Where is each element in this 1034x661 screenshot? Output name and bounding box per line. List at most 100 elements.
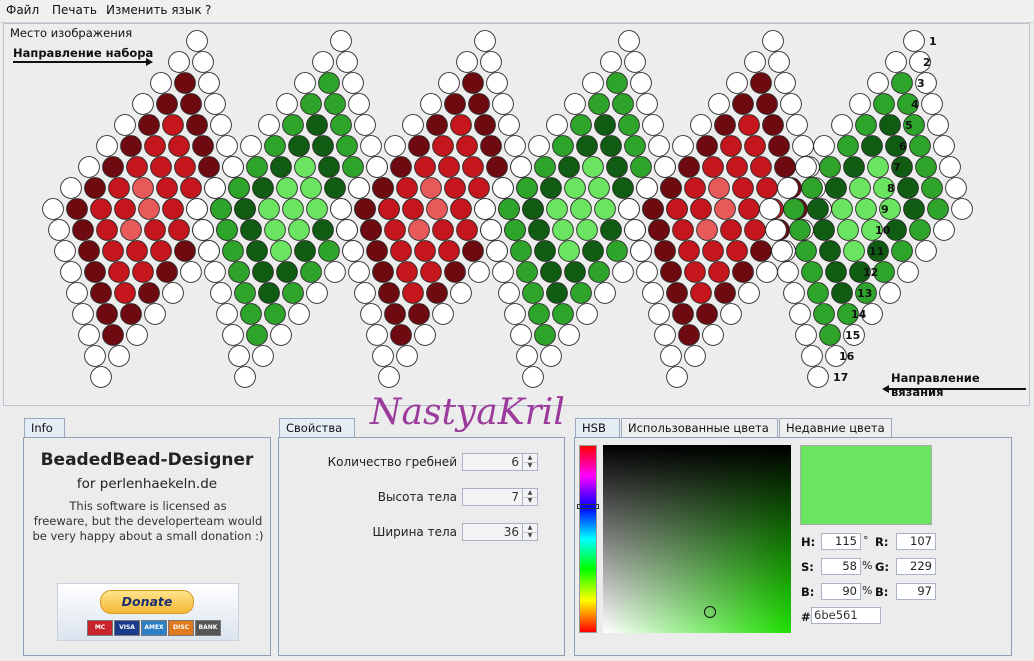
- bead[interactable]: [378, 198, 400, 220]
- bead[interactable]: [486, 72, 508, 94]
- bead[interactable]: [909, 51, 931, 73]
- bead[interactable]: [588, 261, 610, 283]
- bead[interactable]: [546, 198, 568, 220]
- bead[interactable]: [156, 93, 178, 115]
- bead[interactable]: [396, 177, 418, 199]
- saturation-brightness-picker[interactable]: [603, 445, 791, 633]
- bead[interactable]: [873, 177, 895, 199]
- bead[interactable]: [885, 219, 907, 241]
- bead[interactable]: [336, 219, 358, 241]
- bead[interactable]: [264, 303, 286, 325]
- bead[interactable]: [726, 72, 748, 94]
- bead[interactable]: [72, 303, 94, 325]
- bead[interactable]: [456, 51, 478, 73]
- bead[interactable]: [444, 93, 466, 115]
- bead[interactable]: [756, 177, 778, 199]
- bead[interactable]: [570, 198, 592, 220]
- bead[interactable]: [915, 156, 937, 178]
- bead[interactable]: [132, 177, 154, 199]
- bead[interactable]: [777, 177, 799, 199]
- bead[interactable]: [102, 156, 124, 178]
- bead[interactable]: [420, 177, 442, 199]
- bead[interactable]: [594, 198, 616, 220]
- bead[interactable]: [540, 345, 562, 367]
- bead[interactable]: [516, 177, 538, 199]
- bead[interactable]: [402, 198, 424, 220]
- bead[interactable]: [282, 198, 304, 220]
- bead[interactable]: [312, 135, 334, 157]
- bead[interactable]: [150, 72, 172, 94]
- donate-banner[interactable]: Donate MC VISA AMEX DISC BANK: [57, 583, 239, 641]
- bead[interactable]: [873, 93, 895, 115]
- bead[interactable]: [612, 93, 634, 115]
- bead[interactable]: [534, 324, 556, 346]
- bead[interactable]: [228, 345, 250, 367]
- bead[interactable]: [204, 177, 226, 199]
- hue-slider[interactable]: [579, 445, 597, 633]
- bead[interactable]: [678, 156, 700, 178]
- bead[interactable]: [576, 219, 598, 241]
- bead[interactable]: [138, 198, 160, 220]
- bead[interactable]: [438, 156, 460, 178]
- bead[interactable]: [510, 156, 532, 178]
- bead[interactable]: [831, 114, 853, 136]
- brightness-field[interactable]: 90: [821, 583, 861, 600]
- bead[interactable]: [402, 282, 424, 304]
- bead[interactable]: [132, 93, 154, 115]
- bead[interactable]: [348, 261, 370, 283]
- bead[interactable]: [843, 240, 865, 262]
- bead[interactable]: [720, 303, 742, 325]
- bead[interactable]: [192, 219, 214, 241]
- bead[interactable]: [378, 282, 400, 304]
- bead[interactable]: [414, 156, 436, 178]
- bead[interactable]: [510, 324, 532, 346]
- bead[interactable]: [684, 261, 706, 283]
- bead[interactable]: [444, 261, 466, 283]
- hex-field[interactable]: 6be561: [811, 607, 881, 624]
- bead[interactable]: [732, 177, 754, 199]
- bead[interactable]: [462, 156, 484, 178]
- bead[interactable]: [228, 177, 250, 199]
- bead[interactable]: [780, 93, 802, 115]
- bead[interactable]: [324, 177, 346, 199]
- bead[interactable]: [861, 303, 883, 325]
- bead[interactable]: [684, 345, 706, 367]
- bead[interactable]: [144, 219, 166, 241]
- bead[interactable]: [444, 177, 466, 199]
- bead[interactable]: [180, 93, 202, 115]
- bead[interactable]: [855, 198, 877, 220]
- bead[interactable]: [654, 240, 676, 262]
- bead[interactable]: [825, 261, 847, 283]
- bead[interactable]: [390, 324, 412, 346]
- saturation-field[interactable]: 58: [821, 558, 861, 575]
- hue-slider-handle[interactable]: [577, 504, 599, 509]
- spinner-up-icon[interactable]: ▲: [523, 454, 537, 463]
- bead[interactable]: [786, 114, 808, 136]
- bead[interactable]: [264, 219, 286, 241]
- bead[interactable]: [336, 135, 358, 157]
- bead[interactable]: [927, 114, 949, 136]
- bead[interactable]: [708, 177, 730, 199]
- bead[interactable]: [282, 282, 304, 304]
- bead[interactable]: [630, 156, 652, 178]
- bead[interactable]: [270, 156, 292, 178]
- bead[interactable]: [258, 282, 280, 304]
- bead[interactable]: [813, 135, 835, 157]
- bead[interactable]: [354, 198, 376, 220]
- bead[interactable]: [789, 303, 811, 325]
- bead[interactable]: [312, 219, 334, 241]
- bead[interactable]: [552, 135, 574, 157]
- bead[interactable]: [150, 156, 172, 178]
- bead[interactable]: [132, 261, 154, 283]
- bead[interactable]: [660, 345, 682, 367]
- menu-help[interactable]: ?: [205, 3, 212, 17]
- spinner-up-icon[interactable]: ▲: [523, 489, 537, 498]
- bead[interactable]: [831, 198, 853, 220]
- bead[interactable]: [807, 366, 829, 388]
- bead[interactable]: [849, 261, 871, 283]
- bead[interactable]: [474, 114, 496, 136]
- bead[interactable]: [582, 156, 604, 178]
- bead[interactable]: [186, 198, 208, 220]
- bead[interactable]: [468, 177, 490, 199]
- bead[interactable]: [312, 51, 334, 73]
